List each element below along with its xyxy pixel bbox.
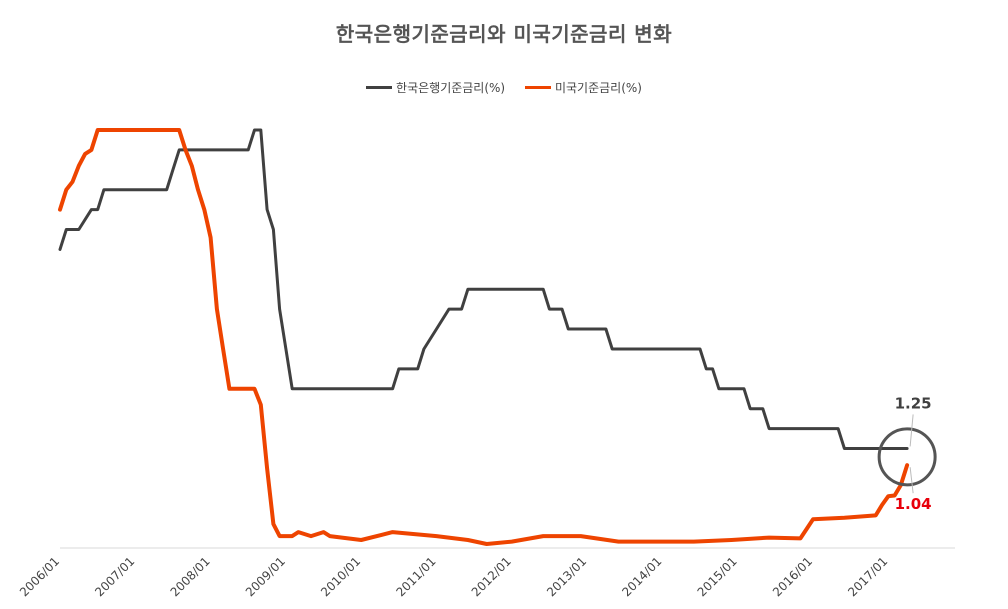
legend-item-korea: 한국은행기준금리(%) [366, 79, 505, 96]
legend-label-us: 미국기준금리(%) [554, 81, 642, 95]
highlight-circle [877, 427, 937, 487]
x-tick-label: 2008/01 [168, 554, 213, 599]
x-tick-label: 2007/01 [92, 554, 137, 599]
series-line-us [58, 128, 910, 546]
series-line-korea [58, 128, 909, 450]
x-tick-label: 2006/01 [17, 554, 62, 599]
x-tick-label: 2016/01 [770, 554, 815, 599]
legend-label-korea: 한국은행기준금리(%) [396, 81, 506, 95]
legend-item-us: 미국기준금리(%) [524, 79, 642, 96]
end-label-us: 1.04 [895, 495, 932, 513]
callout-line-us [909, 467, 914, 494]
x-tick-label: 2013/01 [544, 554, 589, 599]
x-tick-label: 2015/01 [695, 554, 740, 599]
legend-swatch-korea [366, 86, 393, 89]
x-tick-label: 2011/01 [393, 554, 438, 599]
callout-line-korea [909, 414, 914, 447]
chart-title: 한국은행기준금리와 미국기준금리 변화 [335, 22, 673, 46]
x-tick-label: 2017/01 [845, 554, 890, 599]
x-tick-label: 2010/01 [318, 554, 363, 599]
x-tick-label: 2012/01 [469, 554, 514, 599]
x-tick-label: 2014/01 [619, 554, 664, 599]
x-tick-label: 2009/01 [243, 554, 288, 599]
legend-swatch-us [524, 86, 551, 89]
end-label-korea: 1.25 [895, 394, 932, 412]
chart-legend: 한국은행기준금리(%) 미국기준금리(%) [0, 78, 1008, 96]
